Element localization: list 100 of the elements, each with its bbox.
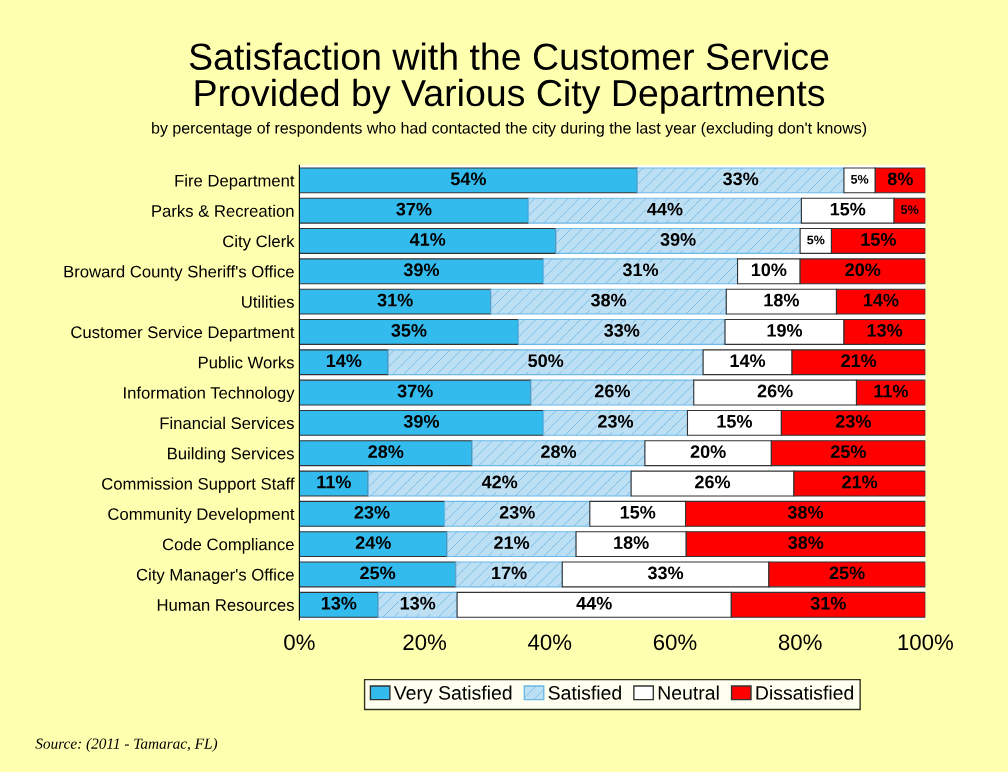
bar bbox=[299, 349, 389, 376]
bar bbox=[299, 440, 473, 467]
y-tick-label: Code Compliance bbox=[162, 538, 294, 554]
data-label: 33% bbox=[647, 566, 684, 580]
y-tick-label: City Clerk bbox=[223, 234, 295, 251]
bar bbox=[555, 228, 801, 254]
data-label: 54% bbox=[450, 172, 486, 186]
chart-title: Satisfaction with the Customer Service Provided by Various City Departments bbox=[189, 42, 829, 114]
bar bbox=[299, 591, 379, 618]
data-label: 38% bbox=[788, 536, 824, 549]
bar bbox=[299, 470, 369, 497]
data-label: 39% bbox=[660, 233, 696, 246]
x-tick-label: 0% bbox=[284, 634, 315, 651]
y-tick-label: Parks & Recreation bbox=[152, 204, 294, 217]
data-label: 21% bbox=[842, 475, 878, 489]
data-label: 14% bbox=[730, 354, 766, 368]
x-tick-label: 60% bbox=[653, 634, 697, 651]
y-tick-label: Customer Service Department bbox=[71, 325, 295, 342]
y-tick-label: Community Development bbox=[108, 507, 295, 524]
y-tick-label: Fire Department bbox=[175, 174, 295, 190]
data-label: 23% bbox=[354, 505, 390, 519]
data-label: 37% bbox=[397, 384, 433, 398]
bar bbox=[299, 409, 545, 436]
x-tick-label: 100% bbox=[898, 634, 953, 651]
legend-label: Dissatisfied bbox=[756, 685, 854, 700]
data-label: 31% bbox=[377, 293, 413, 307]
y-tick-label: Commission Support Staff bbox=[102, 477, 295, 493]
data-label: 13% bbox=[321, 596, 357, 610]
data-label: 19% bbox=[767, 324, 803, 337]
bar bbox=[299, 288, 492, 315]
data-label: 50% bbox=[528, 354, 564, 368]
data-label: 13% bbox=[867, 324, 903, 337]
bar bbox=[299, 167, 638, 194]
bar bbox=[299, 318, 520, 345]
data-label: 20% bbox=[845, 263, 881, 277]
data-label: 15% bbox=[620, 505, 656, 519]
data-label: 35% bbox=[391, 324, 427, 337]
data-label: 44% bbox=[576, 596, 612, 610]
data-label: 37% bbox=[396, 202, 432, 216]
bar bbox=[299, 197, 530, 224]
y-tick-label: City Manager's Office bbox=[136, 568, 294, 584]
data-label: 5% bbox=[901, 205, 919, 215]
data-label: 10% bbox=[751, 263, 787, 277]
x-tick-label: 80% bbox=[778, 634, 822, 651]
data-label: 23% bbox=[499, 505, 535, 519]
data-label: 44% bbox=[647, 202, 683, 216]
y-tick-label: Information Technology bbox=[124, 386, 295, 403]
bar bbox=[299, 531, 448, 558]
data-label: 11% bbox=[874, 384, 909, 398]
data-label: 26% bbox=[594, 384, 630, 398]
data-label: 25% bbox=[830, 445, 866, 459]
data-label: 14% bbox=[326, 354, 362, 368]
data-label: 26% bbox=[757, 384, 793, 398]
data-label: 8% bbox=[887, 172, 913, 186]
data-label: 18% bbox=[614, 536, 649, 549]
bar bbox=[387, 349, 704, 376]
data-label: 5% bbox=[850, 174, 869, 184]
bar bbox=[299, 258, 545, 285]
data-label: 23% bbox=[598, 414, 634, 428]
y-tick-label: Utilities bbox=[242, 295, 294, 308]
data-label: 15% bbox=[717, 414, 753, 428]
data-label: 39% bbox=[403, 414, 440, 428]
bar bbox=[367, 470, 632, 497]
bar bbox=[299, 500, 446, 527]
data-label: 15% bbox=[861, 233, 896, 246]
data-label: 38% bbox=[787, 505, 824, 519]
data-label: 31% bbox=[810, 596, 846, 610]
data-label: 24% bbox=[355, 536, 391, 549]
data-label: 15% bbox=[830, 202, 866, 216]
y-tick-label: Financial Services bbox=[160, 416, 294, 430]
data-label: 18% bbox=[764, 293, 799, 307]
data-label: 11% bbox=[317, 475, 351, 489]
data-label: 20% bbox=[690, 445, 726, 459]
x-tick-label: 40% bbox=[528, 634, 572, 651]
data-label: 39% bbox=[403, 263, 440, 277]
chart-subtitle: by percentage of respondents who had contacted the city during the last year (excluding don't knows) bbox=[152, 121, 867, 137]
data-label: 21% bbox=[841, 354, 877, 368]
data-label: 23% bbox=[835, 414, 871, 428]
data-label: 41% bbox=[409, 233, 446, 246]
data-label: 5% bbox=[807, 235, 825, 245]
x-tick-label: 20% bbox=[403, 634, 447, 651]
legend-label: Neutral bbox=[658, 685, 719, 700]
bar bbox=[299, 379, 532, 406]
legend-label: Very Satisfied bbox=[393, 685, 512, 704]
data-label: 38% bbox=[590, 293, 627, 307]
data-label: 33% bbox=[723, 172, 759, 186]
data-label: 25% bbox=[360, 566, 396, 580]
data-label: 31% bbox=[622, 263, 659, 277]
legend-label: Satisfied bbox=[548, 685, 621, 700]
data-label: 28% bbox=[368, 445, 404, 459]
bar bbox=[490, 288, 727, 315]
data-label: 33% bbox=[604, 324, 640, 337]
source-note: Source: (2011 - Tamarac, FL) bbox=[35, 738, 218, 752]
data-label: 42% bbox=[481, 475, 518, 489]
data-label: 28% bbox=[541, 445, 577, 459]
bar bbox=[299, 228, 557, 254]
data-label: 13% bbox=[400, 596, 436, 610]
bar bbox=[527, 197, 802, 224]
data-label: 26% bbox=[695, 475, 731, 489]
y-tick-label: Broward County Sheriff's Office bbox=[64, 265, 294, 281]
